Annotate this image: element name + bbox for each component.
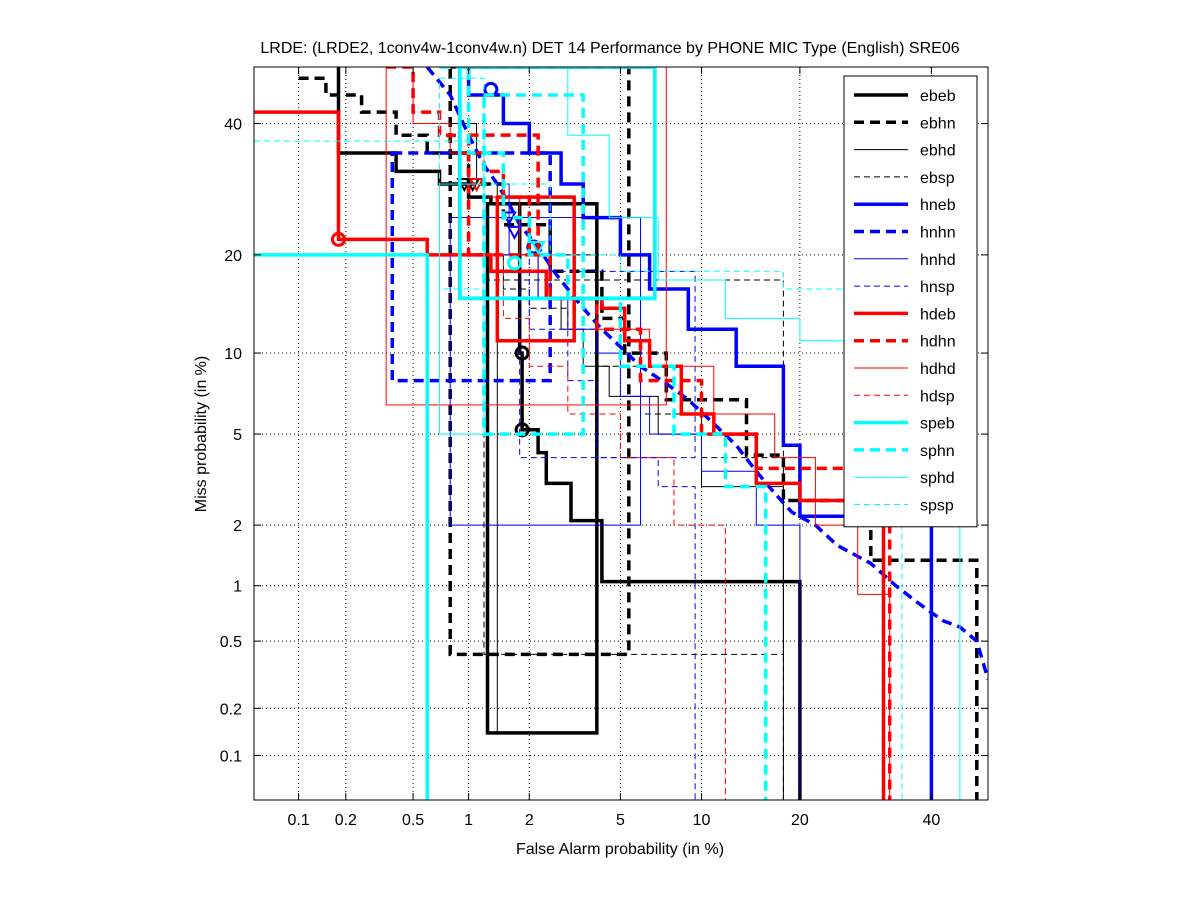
x-tick-label: 0.1 bbox=[287, 812, 309, 829]
x-tick-label: 40 bbox=[922, 812, 940, 829]
legend-label-sphd: sphd bbox=[920, 470, 955, 487]
confidence-box-speb bbox=[458, 67, 657, 301]
legend-label-hneb: hneb bbox=[920, 197, 956, 214]
y-tick-label: 20 bbox=[224, 248, 242, 265]
legend-label-speb: speb bbox=[920, 416, 955, 433]
confidence-box-hnhd bbox=[449, 217, 642, 526]
y-tick-label: 5 bbox=[233, 427, 242, 444]
y-tick-label: 2 bbox=[233, 518, 242, 535]
x-axis-label: False Alarm probability (in %) bbox=[516, 841, 724, 858]
det-curve-ebhn bbox=[298, 76, 979, 800]
y-tick-label: 10 bbox=[224, 346, 242, 363]
det-curve-ebeb bbox=[336, 67, 802, 800]
legend-label-hdeb: hdeb bbox=[920, 306, 956, 323]
series-hdsp bbox=[468, 254, 726, 800]
series-hnsp bbox=[503, 254, 696, 800]
min-dcf-marker-sphn bbox=[530, 241, 546, 256]
actual-decision-marker-hdeb bbox=[330, 231, 346, 247]
det-curve-spsp bbox=[254, 140, 903, 800]
det-curve-hneb bbox=[466, 67, 934, 800]
x-tick-label: 10 bbox=[693, 812, 711, 829]
y-tick-label: 1 bbox=[233, 579, 242, 596]
y-tick-label: 40 bbox=[224, 117, 242, 134]
confidence-box-hdhd bbox=[385, 67, 667, 406]
confidence-box-hnsp bbox=[519, 270, 696, 459]
confidence-box-sphd bbox=[438, 183, 485, 435]
legend-label-hdhn: hdhn bbox=[920, 334, 956, 351]
confidence-box-spsp bbox=[438, 77, 485, 290]
min-dcf-marker-hnhn bbox=[506, 225, 523, 241]
x-tick-label: 0.5 bbox=[402, 812, 424, 829]
legend-label-ebsp: ebsp bbox=[920, 170, 955, 187]
chart-title: LRDE: (LRDE2, 1conv4w-1conv4w.n) DET 14 … bbox=[260, 40, 959, 57]
x-tick-label: 0.2 bbox=[335, 812, 357, 829]
legend-label-hnhd: hnhd bbox=[920, 252, 956, 269]
series-hdhd bbox=[385, 67, 891, 800]
y-tick-label: 0.2 bbox=[220, 701, 242, 718]
legend-label-spsp: spsp bbox=[920, 498, 954, 515]
confidence-box-hnhn bbox=[390, 151, 552, 383]
confidence-box-hdeb bbox=[495, 195, 576, 343]
legend-label-hnsp: hnsp bbox=[920, 279, 955, 296]
legend-label-ebeb: ebeb bbox=[920, 88, 956, 105]
y-axis-label: Miss probability (in %) bbox=[193, 356, 210, 512]
x-tick-label: 5 bbox=[616, 812, 625, 829]
legend-label-ebhn: ebhn bbox=[920, 115, 956, 132]
actual-decision-marker-sphn bbox=[507, 255, 523, 271]
series-spsp bbox=[254, 77, 903, 800]
legend-label-sphn: sphn bbox=[920, 443, 955, 460]
actual-decision-marker-ebhn bbox=[514, 345, 530, 361]
legend: ebeb ebhn ebhd ebsp hneb hnhn hnhd hnsp hdeb hdhn… bbox=[843, 75, 978, 528]
det-curve-hdsp bbox=[468, 254, 726, 800]
y-tick-label: 0.5 bbox=[220, 634, 242, 651]
det-curve-speb bbox=[254, 253, 429, 800]
legend-label-hnhn: hnhn bbox=[920, 225, 956, 242]
legend-label-hdsp: hdsp bbox=[920, 388, 955, 405]
legend-label-hdhd: hdhd bbox=[920, 361, 956, 378]
y-axis-ticks: 0.1 0.2 0.5 1 2 5 10 20 40 bbox=[220, 117, 988, 765]
legend-box bbox=[843, 75, 978, 528]
det-curve-sphn bbox=[439, 67, 768, 800]
y-tick-label: 0.1 bbox=[220, 748, 242, 765]
series-speb bbox=[254, 67, 657, 800]
det-curve-hdhd bbox=[396, 67, 891, 800]
x-tick-label: 2 bbox=[525, 812, 534, 829]
x-axis-ticks: 0.1 0.2 0.5 1 2 5 10 20 40 bbox=[287, 67, 940, 829]
confidence-box-ebsp bbox=[483, 279, 784, 655]
det-curve-hnsp bbox=[503, 254, 696, 800]
confidence-box-hdhn bbox=[466, 133, 540, 257]
plot-frame bbox=[253, 66, 989, 801]
legend-label-ebhd: ebhd bbox=[920, 143, 956, 160]
plot-series-group bbox=[254, 67, 988, 800]
x-tick-label: 1 bbox=[464, 812, 473, 829]
x-tick-label: 20 bbox=[791, 812, 809, 829]
